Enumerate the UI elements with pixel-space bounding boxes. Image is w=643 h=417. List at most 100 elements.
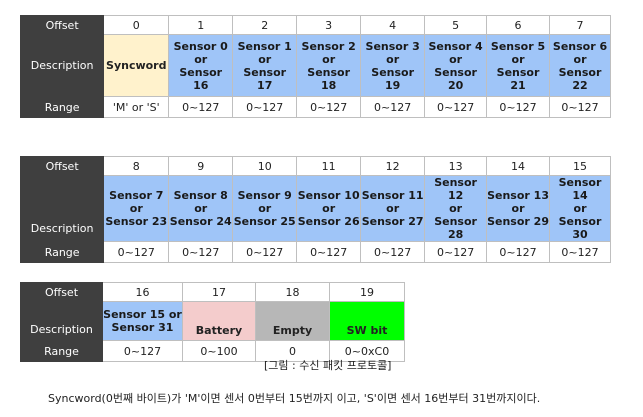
description-line: Sensor 31 [111,321,174,334]
offset-cell: 2 [232,15,298,35]
range-cell: 0~0xC0 [329,340,405,362]
range-cell: 0~127 [168,241,234,263]
range-label: Range [19,96,105,118]
description-line: or [129,202,143,215]
sensor-cell: Sensor 6 or Sensor 22 [549,34,611,97]
range-cell: 0~127 [486,96,551,118]
range-cell: 0~127 [296,241,362,263]
range-cell: 0~127 [103,241,170,263]
sensor-cell: Sensor 5 or Sensor 21 [486,34,551,97]
description-line: Sensor 26 [297,215,360,228]
offset-cell: 15 [549,156,611,176]
packet-table-2: Offset 8 9 10 11 12 13 14 15 Description Sensor… [19,156,611,263]
offset-cell: 13 [424,156,488,176]
sensor-cell: Sensor 7 or Sensor 23 [103,175,170,242]
range-cell: 'M' or 'S' [103,96,170,118]
description-line: Sensor 6 [552,39,608,53]
description-line: or [511,202,525,215]
description-line: Sensor 10 [297,189,360,202]
sensor-cell: Sensor 0 or Sensor 16 [168,34,234,97]
description-line: or [449,52,463,66]
offset-cell: 19 [329,282,405,302]
description-line: 21 [510,78,526,92]
sensor-cell: Sensor 8 or Sensor 24 [168,175,234,242]
description-line: Syncword [106,59,167,72]
description-line: 22 [572,78,588,92]
battery-cell: Battery [182,301,256,341]
offset-cell: 10 [232,156,298,176]
description-line: Sensor 3 [365,39,420,53]
range-label: Range [20,340,103,362]
range-label: Range [19,241,105,263]
offset-cell: 6 [486,15,551,35]
description-line: Sensor 2 [301,39,356,53]
description-line: or [322,202,336,215]
description-line: Sensor [496,65,540,79]
sync-cell: Syncword [103,34,170,97]
offset-cell: 8 [103,156,170,176]
description-label: Description [19,175,105,242]
range-cell: 0~127 [486,241,551,263]
offset-cell: 18 [255,282,330,302]
packet-table-3: Offset 16 17 18 19 Description Sensor 15 or… [20,282,405,362]
sensor-cell: Sensor 10 or Sensor 26 [296,175,362,242]
description-line: Sensor 28 [434,215,477,241]
description-label: Description [20,301,103,341]
description-line: 17 [257,78,273,92]
description-line: or [573,202,587,215]
range-cell: 0~127 [102,340,183,362]
description-line: Sensor [434,65,477,79]
range-cell: 0~127 [296,96,362,118]
range-cell: 0~127 [549,96,611,118]
description-line: Sensor [307,65,351,79]
description-line: Sensor 0 [173,39,228,53]
description-line: or [449,202,463,215]
description-line: Sensor 5 [490,39,546,53]
empty-cell: Empty [255,301,330,341]
offset-cell: 14 [486,156,551,176]
description-line: or [194,52,208,66]
sensor-cell: Sensor 2 or Sensor 18 [296,34,362,97]
description-line: or [258,202,272,215]
sensor-cell: Sensor 15 or Sensor 31 [102,301,183,341]
sensor-cell: Sensor 14 or Sensor 30 [549,175,611,242]
description-label: Description [19,34,105,97]
offset-cell: 0 [103,15,170,35]
range-cell: 0~127 [424,96,488,118]
figure-caption: [그림 : 수신 패킷 프로토콜] [264,359,392,372]
description-line: Sensor 29 [487,215,549,228]
description-line: 18 [321,78,337,92]
description-line: Sensor 1 [237,39,292,53]
offset-cell: 5 [424,15,488,35]
sensor-cell: Sensor 9 or Sensor 25 [232,175,298,242]
description-line: or [322,52,336,66]
description-line: Sensor [371,65,415,79]
range-cell: 0~127 [232,241,298,263]
offset-cell: 7 [549,15,611,35]
sensor-cell: Sensor 12 or Sensor 28 [424,175,488,242]
offset-cell: 1 [168,15,234,35]
offset-label: Offset [20,282,103,302]
description-line: SW bit [346,324,388,337]
description-line: or [386,52,400,66]
description-line: Sensor [243,65,287,79]
offset-cell: 11 [296,156,362,176]
description-line: Sensor 30 [558,215,602,241]
range-cell: 0~127 [549,241,611,263]
description-line: or [386,202,400,215]
description-line: Sensor 7 [109,189,164,202]
description-line: Sensor 9 [237,189,292,202]
offset-cell: 16 [102,282,183,302]
sensor-cell: Sensor 11 or Sensor 27 [360,175,426,242]
description-line: Battery [195,324,243,337]
description-line: Sensor 8 [173,189,228,202]
offset-label: Offset [19,156,105,176]
description-line: Sensor 27 [361,215,424,228]
sensor-cell: Sensor 4 or Sensor 20 [424,34,488,97]
description-line: or [511,52,525,66]
description-line: 16 [193,78,209,92]
range-cell: 0~127 [360,241,426,263]
range-cell: 0~127 [424,241,488,263]
range-cell: 0 [255,340,330,362]
